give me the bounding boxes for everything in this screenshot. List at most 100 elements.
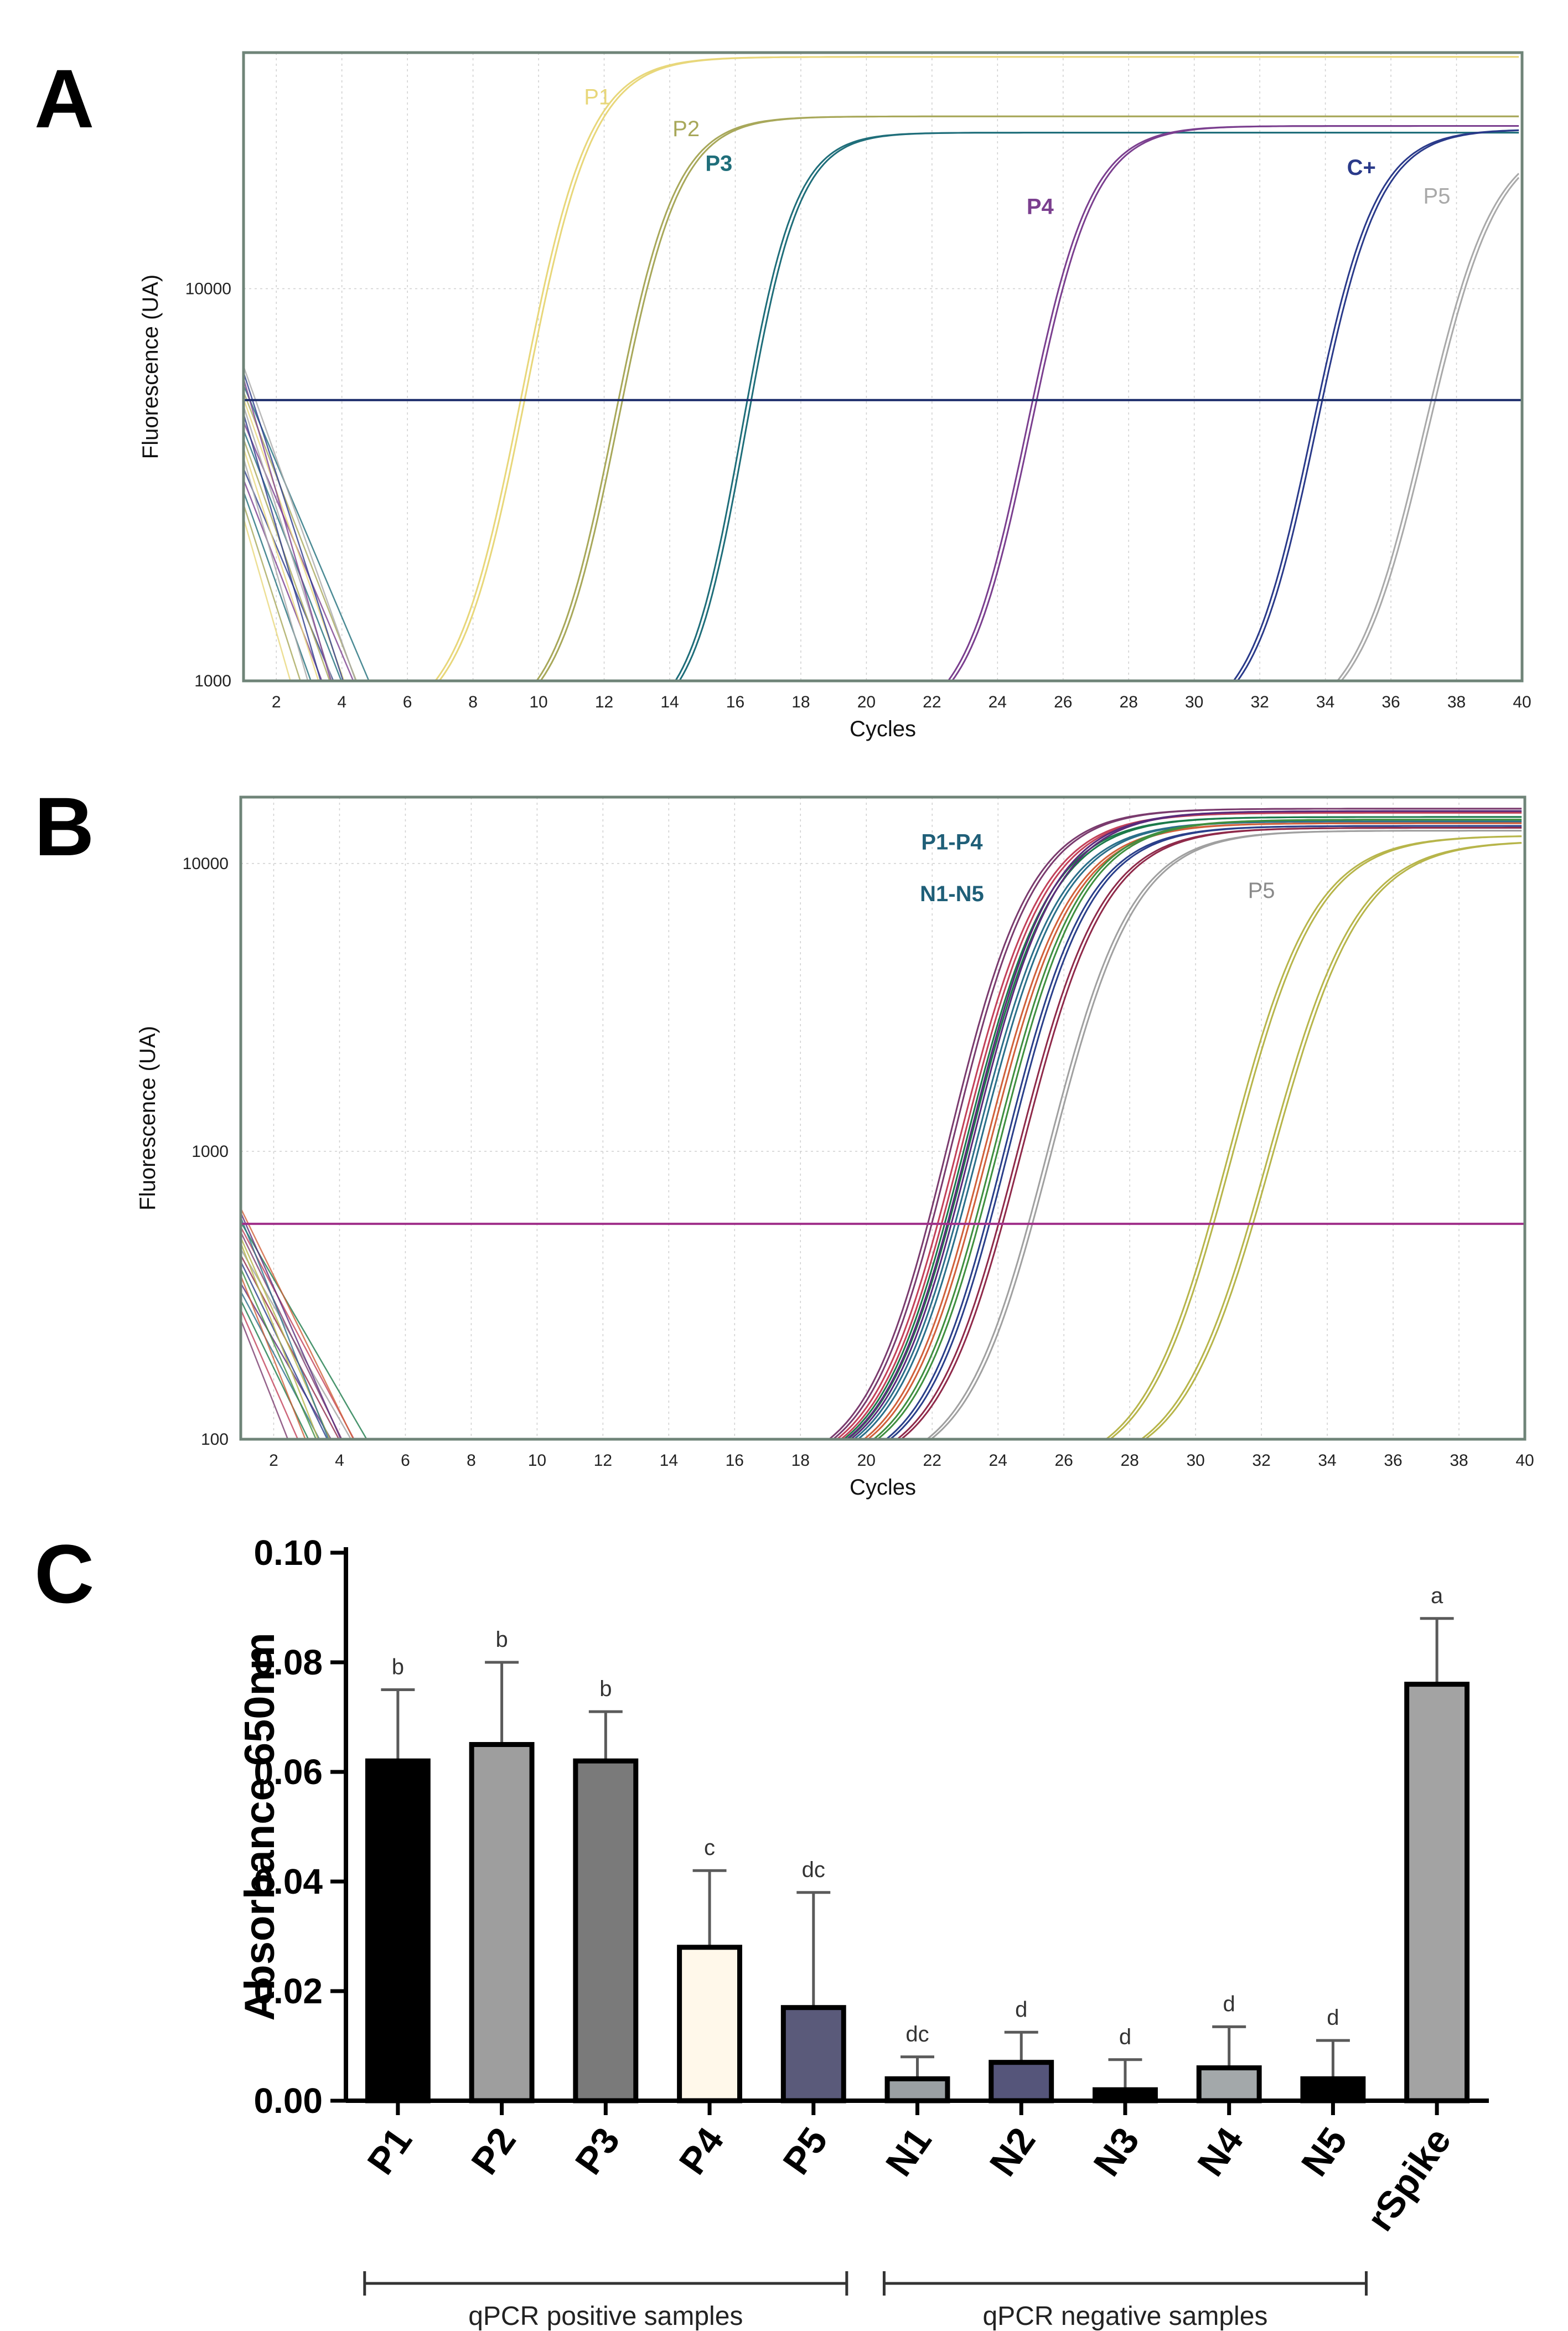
significance-letter-p5: dc [802,1858,825,1882]
panel-letter-c: C [34,1527,94,1620]
panel-a-x-tick-label: 32 [1250,693,1269,711]
bar-n4 [1196,2065,1262,2103]
panel-a-x-tick-label: 36 [1381,693,1400,711]
panel-b-noise-line [241,1208,354,1439]
panel-a-x-tick-label: 16 [726,693,744,711]
bar-p4 [677,1945,742,2103]
significance-letter-p1: b [392,1655,404,1679]
panel-c-y-tick-label: 0.00 [253,2081,323,2121]
panel-b-noise-line [241,1217,329,1439]
panel-b-x-tick-label: 10 [528,1451,546,1470]
significance-letter-p3: b [599,1677,612,1701]
panel-a-curve-p3 [678,132,1519,681]
panel-b-x-tick-label: 14 [660,1451,678,1470]
panel-a-curve-label-c: C+ [1347,156,1376,180]
panel-b-curve-p1-p4 [846,816,1522,1439]
panel-b-curve-n1-n5 [849,810,1522,1439]
panel-b-noise-line [241,1300,309,1439]
significance-letter-n5: d [1327,2006,1339,2030]
panel-b-noise-line [241,1275,307,1439]
panel-b-x-tick-label: 32 [1252,1451,1270,1470]
panel-a-x-tick-label: 24 [989,693,1007,711]
panel-a-curve-c- [1232,129,1519,681]
bar-n5 [1300,2076,1366,2103]
panel-b-x-tick-label: 22 [923,1451,941,1470]
significance-letter-n3: d [1119,2025,1131,2049]
significance-letter-n4: d [1223,1992,1235,2016]
panel-b-y-tick-label: 100 [201,1430,229,1449]
panel-a-noise-line [244,378,332,681]
bar-p1 [365,1758,431,2103]
panel-a-x-tick-label: 10 [529,693,547,711]
panel-a-noise-line [244,448,319,681]
panel-b-y-tick-label: 10000 [183,855,229,873]
bar-n2 [989,2060,1054,2103]
panel-b-curve-p1-p4 [831,808,1522,1439]
bar-p2 [469,1742,535,2103]
panel-letter-a: A [34,52,94,145]
panel-a-x-tick-label: 28 [1120,693,1138,711]
panel-b-x-tick-label: 2 [269,1451,278,1470]
group-label-negative: qPCR negative samples [982,2302,1267,2331]
panel-b-curves [241,808,1522,1439]
panel-b-curve-p1-p4 [839,812,1522,1439]
panel-b-noise-line [241,1261,328,1439]
panel-b-y-tick-label: 1000 [192,1143,229,1161]
panel-c-y-tick-label: 0.04 [253,1862,323,1901]
panel-a-x-tick-label: 22 [923,693,941,711]
bar-n1 [884,2076,950,2103]
significance-letter-p4: c [704,1836,715,1860]
panel-b-curve-p5 [1143,842,1522,1439]
panel-a-x-tick-label: 2 [272,693,281,711]
panel-b-x-tick-label: 30 [1186,1451,1204,1470]
panel-a-x-tick-label: 40 [1513,693,1531,711]
panel-a-curve-p2 [539,115,1519,681]
panel-b-frame [239,795,1526,1441]
panel-a-noise-line [244,504,301,681]
panel-b-x-tick-label: 12 [594,1451,612,1470]
panel-c-y-tick-label: 0.06 [253,1752,323,1792]
panel-a-x-axis-title: Cycles [850,717,916,741]
significance-letter-p2: b [495,1627,508,1652]
panel-a-plot-area [244,53,1522,681]
panel-b-x-tick-label: 4 [335,1451,344,1470]
panel-b-noise-line [241,1243,319,1439]
panel-a-x-tick-label: 14 [660,693,679,711]
panel-b-x-tick-label: 20 [857,1451,876,1470]
panel-b-x-tick-label: 28 [1120,1451,1139,1470]
panel-a-noise-line [244,414,322,681]
panel-b-x-tick-label: 8 [467,1451,476,1470]
panel-a-x-tick-label: 20 [857,693,876,711]
panel-b-noise-line [241,1268,317,1439]
panel-b-x-tick-label: 40 [1515,1451,1534,1470]
panel-a-curve-c- [1236,129,1519,681]
panel-a-curve-p1 [438,56,1519,681]
panel-a-y-axis-title: Fluorescence (UA) [138,275,163,459]
panel-a-noise-line [244,491,312,681]
panel-b-x-tick-label: 34 [1318,1451,1336,1470]
chart-b-qpcr-curves: 2 4 6 8 10 12 14 16 18 20 22 24 26 28 30 32 34 36 38 401001… [136,795,1534,1500]
bar-rspike [1404,1682,1470,2103]
panel-b-curve-p5 [1140,842,1522,1439]
panel-a-noise-line [244,372,344,681]
significance-letter-n2: d [1015,1997,1027,2022]
panel-b-x-tick-label: 36 [1384,1451,1402,1470]
significance-letter-rspike: a [1431,1584,1443,1608]
panel-a-x-tick-label: 30 [1185,693,1203,711]
panel-b-x-tick-label: 6 [401,1451,410,1470]
panel-a-curve-label-p4: P4 [1027,195,1054,219]
panel-a-noise-line [244,385,370,681]
panel-a-noise-line [244,518,291,681]
panel-a-curve-label-p1: P1 [584,85,611,110]
panel-a-noise-line [244,406,333,681]
panel-b-y-axis-title: Fluorescence (UA) [136,1026,160,1210]
panel-b-x-tick-label: 16 [726,1451,744,1470]
panel-a-noise-line [244,438,330,681]
panel-a-y-tick-label: 10000 [185,280,231,298]
panel-c-y-tick-label: 0.08 [253,1642,323,1682]
panel-a-x-tick-label: 38 [1447,693,1466,711]
panel-b-annotation-p1-p4: P1-P4 [921,830,983,854]
panel-b-curve-n1-n5 [866,822,1522,1439]
panel-a-x-tick-label: 34 [1316,693,1334,711]
panel-b-plot-area [241,797,1525,1439]
